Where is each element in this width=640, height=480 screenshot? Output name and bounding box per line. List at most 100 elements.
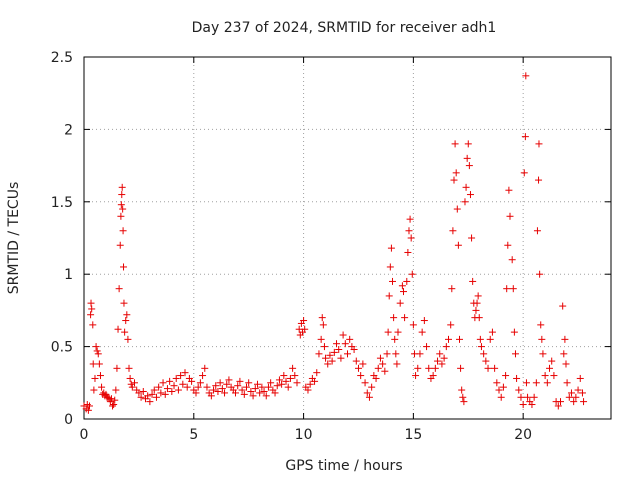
data-point bbox=[201, 364, 209, 372]
data-point bbox=[247, 387, 255, 395]
data-point bbox=[89, 321, 97, 329]
data-point bbox=[381, 367, 389, 375]
data-point bbox=[386, 263, 394, 271]
data-point bbox=[249, 392, 257, 400]
data-point bbox=[350, 345, 358, 353]
data-point bbox=[137, 393, 145, 401]
data-point bbox=[113, 364, 121, 372]
data-point bbox=[538, 335, 546, 343]
data-point bbox=[394, 328, 402, 336]
data-point bbox=[148, 390, 156, 398]
data-point bbox=[330, 348, 338, 356]
data-point bbox=[315, 350, 323, 358]
data-point bbox=[453, 205, 461, 213]
data-point bbox=[109, 402, 117, 410]
data-point bbox=[313, 369, 321, 377]
data-point bbox=[346, 335, 354, 343]
data-point bbox=[574, 386, 582, 394]
data-point bbox=[404, 248, 412, 256]
data-point bbox=[520, 169, 528, 177]
data-point bbox=[124, 335, 132, 343]
data-point bbox=[238, 386, 246, 394]
data-point bbox=[207, 392, 215, 400]
data-point bbox=[524, 393, 532, 401]
data-point bbox=[319, 321, 327, 329]
data-point bbox=[423, 343, 431, 351]
data-point bbox=[251, 385, 259, 393]
data-point bbox=[497, 393, 505, 401]
data-point bbox=[322, 354, 330, 362]
data-point bbox=[87, 311, 95, 319]
data-point bbox=[398, 282, 406, 290]
data-point bbox=[126, 374, 134, 382]
data-point bbox=[376, 354, 384, 362]
data-point bbox=[352, 357, 360, 365]
data-point bbox=[414, 364, 422, 372]
data-point bbox=[392, 350, 400, 358]
data-point bbox=[528, 401, 536, 409]
data-point bbox=[92, 343, 100, 351]
data-point bbox=[508, 256, 516, 264]
data-point bbox=[324, 360, 332, 368]
data-point bbox=[335, 345, 343, 353]
data-point bbox=[179, 380, 187, 388]
data-point bbox=[120, 299, 128, 307]
x-tick-label: 10 bbox=[295, 427, 313, 443]
data-point bbox=[304, 386, 312, 394]
data-point bbox=[339, 331, 347, 339]
data-point bbox=[442, 343, 450, 351]
data-series-adh1 bbox=[80, 72, 588, 414]
data-point bbox=[300, 317, 308, 325]
data-point bbox=[449, 227, 457, 235]
data-point bbox=[466, 191, 474, 199]
data-point bbox=[284, 383, 292, 391]
data-point bbox=[159, 379, 167, 387]
data-point bbox=[214, 387, 222, 395]
data-point bbox=[192, 389, 200, 397]
data-point bbox=[562, 360, 570, 368]
data-point bbox=[472, 306, 480, 314]
data-point bbox=[363, 389, 371, 397]
data-point bbox=[452, 169, 460, 177]
data-point bbox=[462, 183, 470, 191]
data-point bbox=[170, 382, 178, 390]
data-point bbox=[359, 360, 367, 368]
data-point bbox=[457, 364, 465, 372]
data-point bbox=[519, 401, 527, 409]
y-tick-label: 2 bbox=[64, 122, 73, 138]
data-point bbox=[379, 360, 387, 368]
data-point bbox=[119, 205, 127, 213]
data-point bbox=[474, 292, 482, 300]
data-point bbox=[561, 335, 569, 343]
data-point bbox=[155, 383, 163, 391]
data-point bbox=[374, 364, 382, 372]
data-point bbox=[104, 393, 112, 401]
data-point bbox=[509, 285, 517, 293]
data-point bbox=[289, 364, 297, 372]
data-point bbox=[365, 393, 373, 401]
data-point bbox=[440, 354, 448, 362]
y-tick-label: 2.5 bbox=[51, 50, 73, 66]
data-point bbox=[505, 186, 513, 194]
data-point bbox=[436, 350, 444, 358]
data-point bbox=[212, 382, 220, 390]
data-point bbox=[174, 386, 182, 394]
data-point bbox=[506, 212, 514, 220]
data-point bbox=[85, 402, 93, 410]
data-point bbox=[468, 234, 476, 242]
data-point bbox=[89, 360, 97, 368]
data-point bbox=[383, 350, 391, 358]
data-point bbox=[389, 277, 397, 285]
data-point bbox=[168, 387, 176, 395]
data-point bbox=[210, 386, 218, 394]
data-point bbox=[328, 357, 336, 365]
data-point bbox=[384, 328, 392, 336]
data-point bbox=[465, 162, 473, 170]
data-point bbox=[434, 357, 442, 365]
data-point bbox=[469, 277, 477, 285]
data-point bbox=[84, 406, 92, 414]
data-point bbox=[88, 305, 96, 313]
data-point bbox=[458, 386, 466, 394]
data-point bbox=[535, 176, 543, 184]
data-point bbox=[461, 198, 469, 206]
